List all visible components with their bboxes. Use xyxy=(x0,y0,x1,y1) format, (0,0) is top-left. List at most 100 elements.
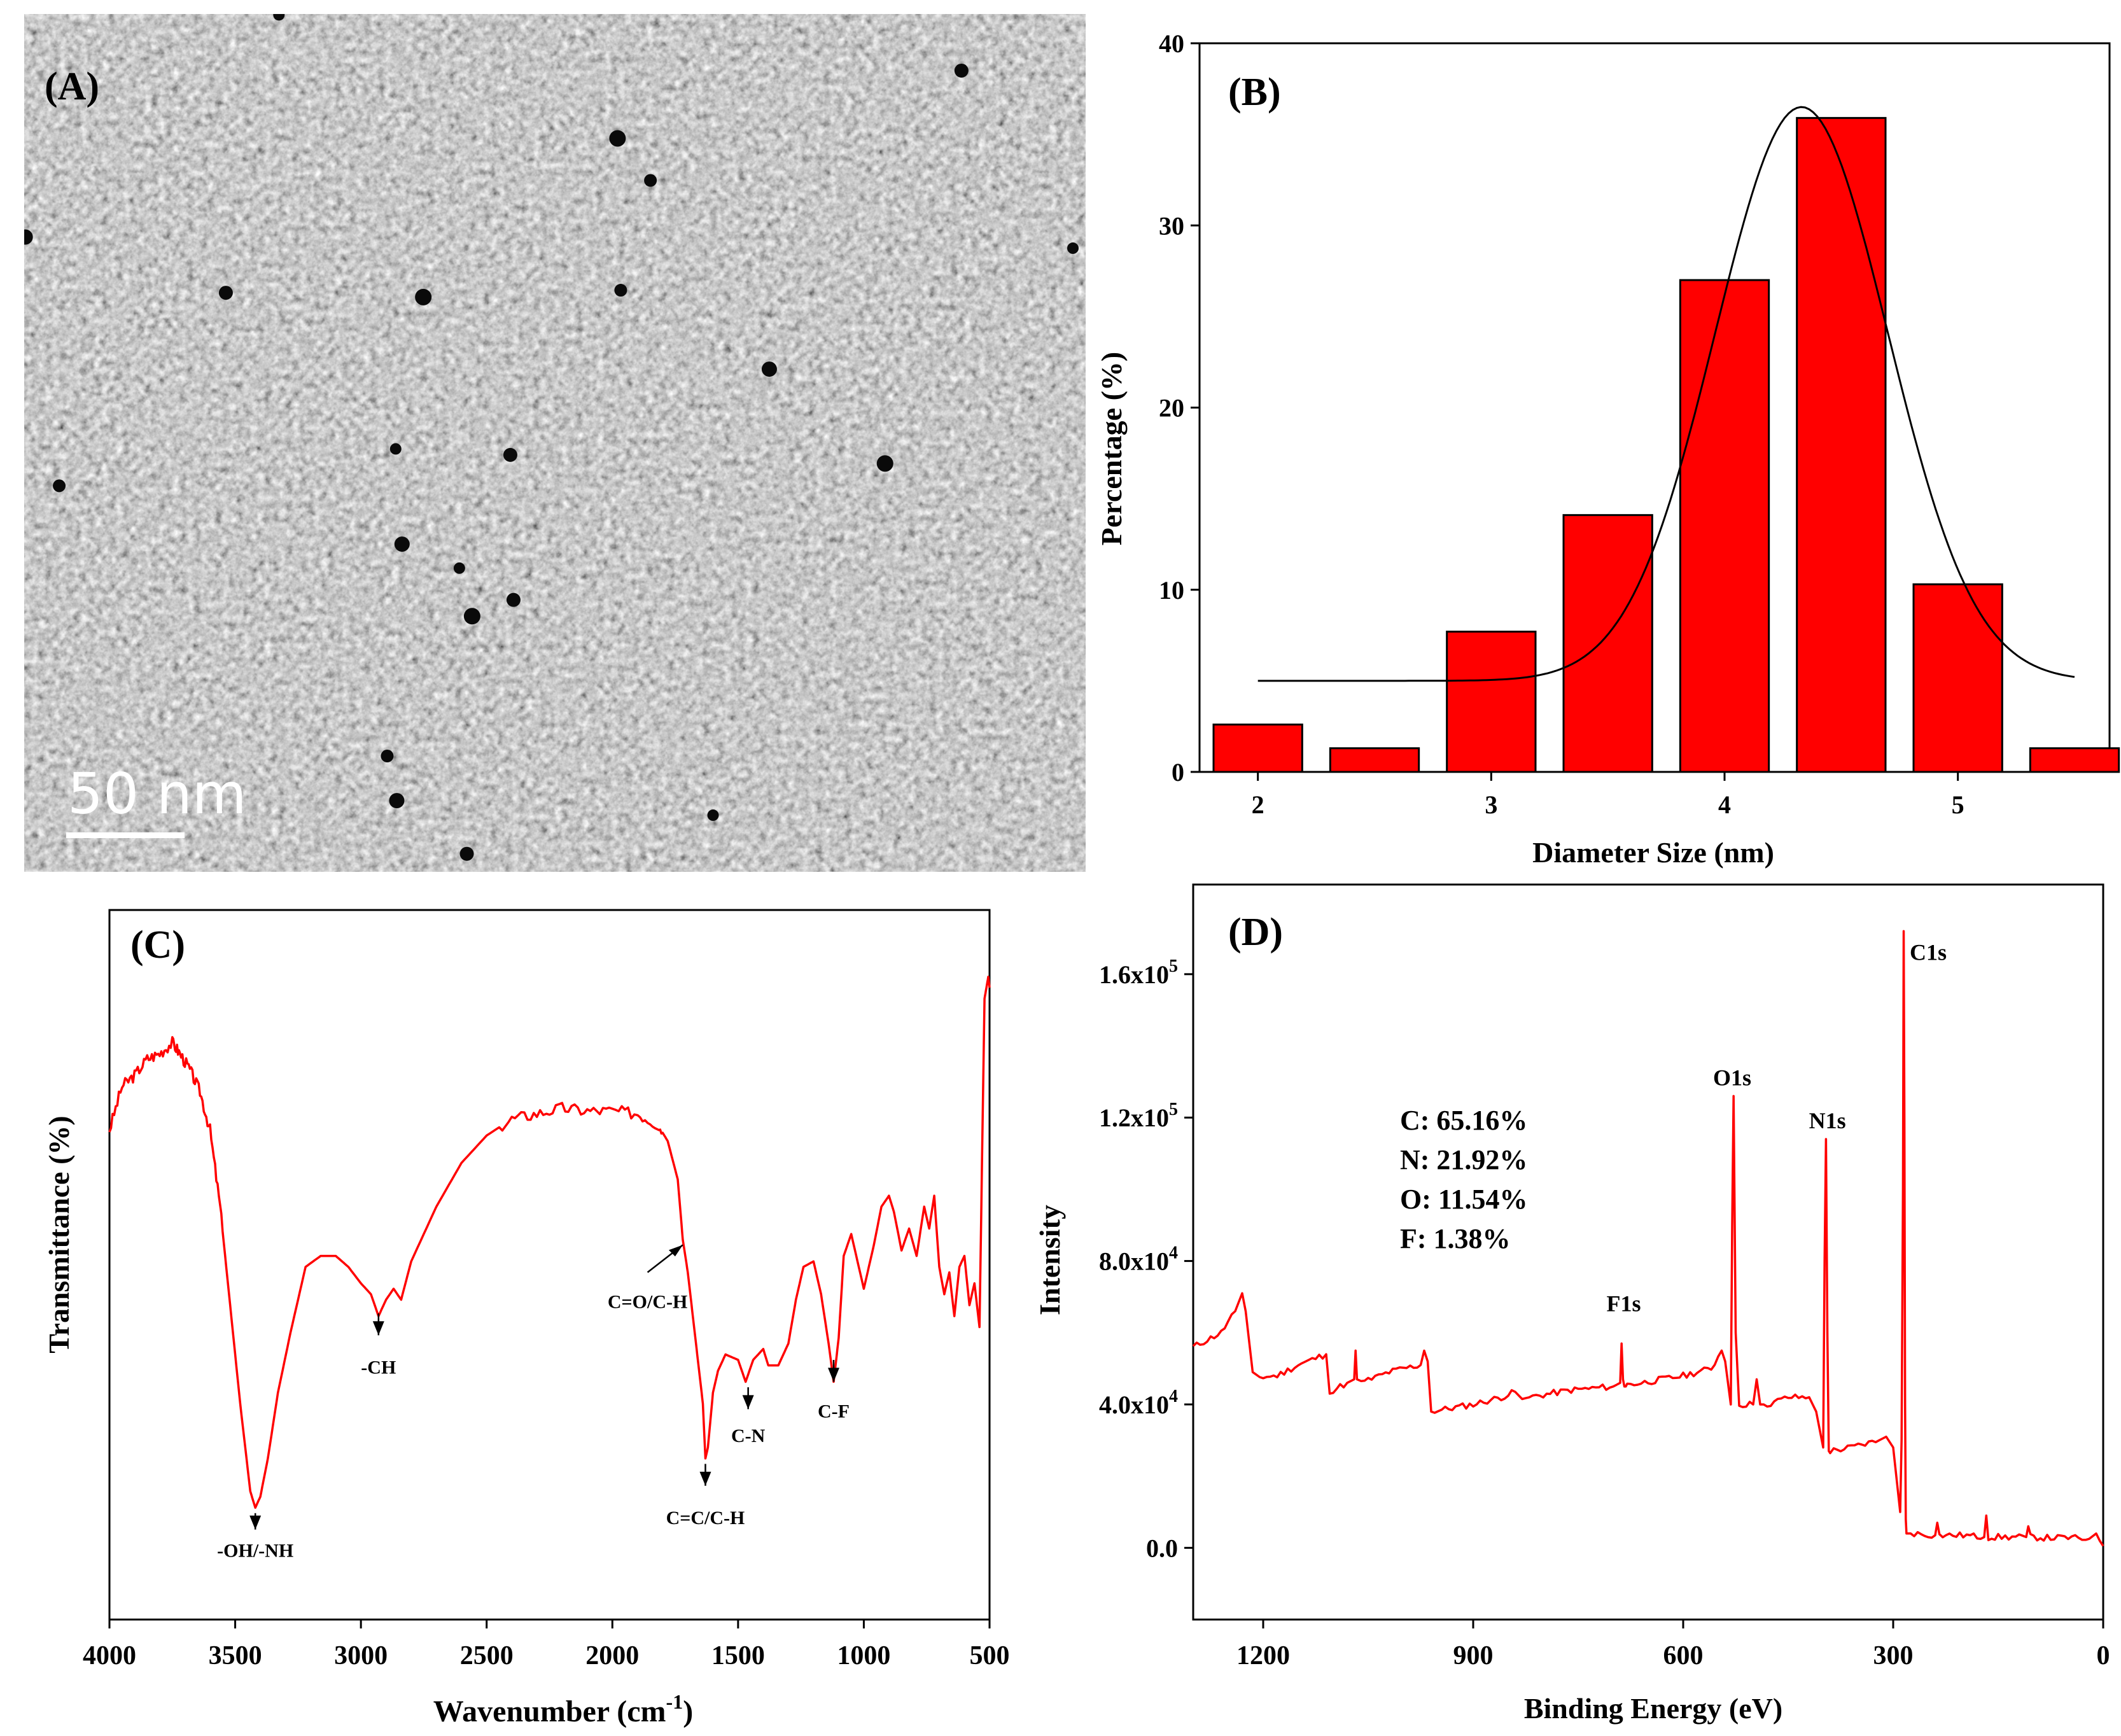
panel-d-label: (D) xyxy=(1228,911,1283,954)
histogram-bar xyxy=(1679,279,1770,773)
arrow-head xyxy=(668,1245,683,1257)
panel-b-label: (B) xyxy=(1228,71,1281,114)
tem-background xyxy=(24,14,1086,872)
composition-line: C: 65.16% xyxy=(1400,1105,1527,1136)
c-x-tick-label: 500 xyxy=(970,1641,1010,1670)
c-x-tick-label: 1500 xyxy=(711,1641,765,1670)
d-x-tick-label: 1200 xyxy=(1236,1641,1290,1670)
composition-line: O: 11.54% xyxy=(1400,1184,1527,1215)
peak-label: O1s xyxy=(1713,1065,1751,1091)
composition-line: N: 21.92% xyxy=(1400,1144,1527,1175)
c-plot-frame xyxy=(108,909,991,1621)
histogram-bar xyxy=(1212,724,1303,773)
b-x-tick-label: 4 xyxy=(1718,790,1731,819)
nanoparticle xyxy=(389,793,405,809)
nanoparticle xyxy=(415,288,432,305)
histogram-bar xyxy=(1796,116,1887,773)
annotation-label: C=C/C-H xyxy=(666,1508,745,1529)
d-x-tick-label: 0 xyxy=(2097,1641,2110,1670)
xps-spectrum-line xyxy=(1192,930,2104,1547)
nanoparticle xyxy=(954,63,969,78)
panel-a-tem-image: (A) 50 nm xyxy=(24,14,1086,872)
c-x-tick-label: 2500 xyxy=(460,1641,514,1670)
b-x-tick-label: 5 xyxy=(1952,790,1964,819)
c-y-axis-title: Transmittance (%) xyxy=(43,1116,75,1353)
b-y-axis-title: Percentage (%) xyxy=(1095,352,1128,545)
nanoparticle xyxy=(381,750,394,763)
b-y-tick-label: 0 xyxy=(1172,758,1184,787)
panel-a-label: (A) xyxy=(45,65,99,108)
nanoparticle xyxy=(609,130,626,147)
c-x-tick-label: 3500 xyxy=(209,1641,262,1670)
nanoparticle xyxy=(459,846,474,861)
nanoparticle xyxy=(218,286,233,300)
gaussian-fit-line xyxy=(1257,106,2075,682)
histogram-bar xyxy=(2029,747,2120,773)
d-y-tick-label: 0.0 xyxy=(1146,1534,1178,1562)
peak-label: F1s xyxy=(1607,1291,1641,1316)
b-y-tick-label: 40 xyxy=(1159,29,1184,58)
nanoparticle xyxy=(394,536,410,552)
peak-label: C1s xyxy=(1910,939,1947,965)
c-x-tick-label: 2000 xyxy=(585,1641,639,1670)
b-y-tick-label: 10 xyxy=(1159,576,1184,605)
composition-list: C: 65.16% N: 21.92% O: 11.54% F: 1.38% xyxy=(1400,1105,1527,1254)
d-y-tick-label: 1.2x105 xyxy=(1099,1100,1178,1132)
d-x-tick-label: 600 xyxy=(1663,1641,1704,1670)
histogram-bar xyxy=(1446,631,1537,773)
b-y-tick-label: 20 xyxy=(1159,394,1184,423)
annotation-label: -CH xyxy=(361,1357,396,1378)
nanoparticle xyxy=(273,14,285,21)
nanoparticle xyxy=(876,455,893,472)
d-y-tick-label: 8.0x104 xyxy=(1099,1243,1178,1276)
d-x-tick-label: 900 xyxy=(1453,1641,1494,1670)
nanoparticle xyxy=(761,361,777,377)
nanoparticle xyxy=(614,284,627,297)
peak-label: N1s xyxy=(1809,1108,1846,1133)
composition-line: F: 1.38% xyxy=(1400,1223,1511,1254)
arrow-head xyxy=(828,1368,840,1382)
arrow-head xyxy=(742,1395,754,1410)
arrow-head xyxy=(372,1321,384,1336)
annotation-label: C-F xyxy=(818,1401,850,1422)
d-plot-frame xyxy=(1192,883,2104,1621)
nanoparticle xyxy=(24,229,33,245)
nanoparticle xyxy=(503,447,517,462)
tem-micrograph: (A) 50 nm xyxy=(24,14,1086,872)
scale-bar-label: 50 nm xyxy=(67,761,246,827)
d-y-tick-label: 4.0x104 xyxy=(1099,1387,1178,1419)
nanoparticle xyxy=(453,562,465,574)
nanoparticle xyxy=(644,174,657,187)
d-x-tick-label: 300 xyxy=(1873,1641,1914,1670)
histogram-bar xyxy=(1912,583,2003,773)
ftir-spectrum-line xyxy=(108,976,991,1509)
b-x-tick-label: 3 xyxy=(1485,790,1497,819)
nanoparticle xyxy=(389,443,402,455)
panel-c-label: (C) xyxy=(130,923,185,967)
c-x-axis-title: Wavenumber (cm-1) xyxy=(433,1690,693,1728)
nanoparticle-group xyxy=(24,14,1079,861)
b-y-tick-label: 30 xyxy=(1159,211,1184,240)
b-x-tick-label: 2 xyxy=(1252,790,1264,819)
d-y-axis-title: Intensity xyxy=(1033,1205,1066,1315)
histogram-bar xyxy=(1329,747,1420,773)
nanoparticle xyxy=(506,592,521,607)
c-x-tick-label: 3000 xyxy=(334,1641,388,1670)
arrow-head xyxy=(249,1515,262,1530)
d-y-tick-label: 1.6x105 xyxy=(1099,956,1178,989)
nanoparticle xyxy=(707,809,719,822)
arrow-head xyxy=(699,1471,711,1486)
scale-bar xyxy=(66,832,185,838)
nanoparticle xyxy=(1067,242,1079,255)
nanoparticle xyxy=(463,608,480,625)
c-x-tick-label: 1000 xyxy=(837,1641,890,1670)
annotation-label: C=O/C-H xyxy=(608,1291,687,1312)
b-x-axis-title: Diameter Size (nm) xyxy=(1532,836,1774,869)
annotation-label: -OH/-NH xyxy=(217,1541,293,1562)
